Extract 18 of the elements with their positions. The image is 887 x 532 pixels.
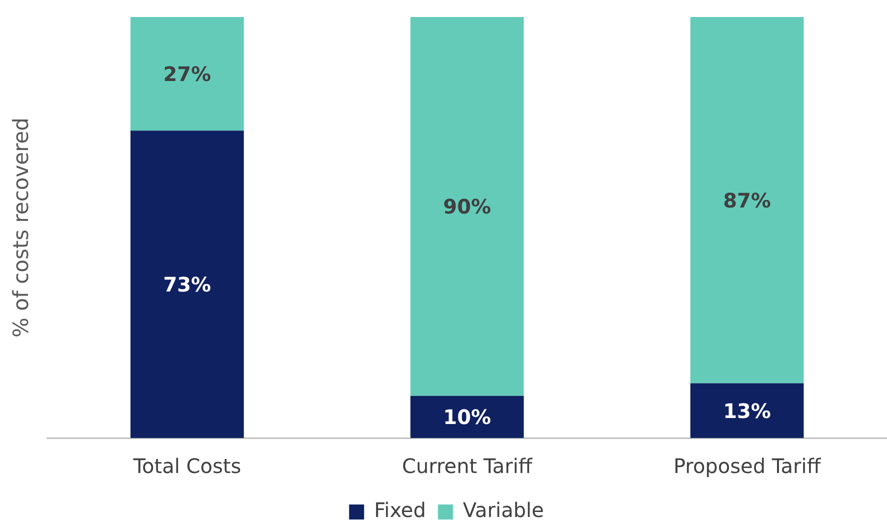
data-label: 90% xyxy=(443,194,492,219)
bar xyxy=(690,383,804,438)
legend-label: Variable xyxy=(462,498,544,522)
bar xyxy=(410,396,524,438)
data-label: 87% xyxy=(723,188,771,212)
data-label: 73% xyxy=(163,272,212,297)
data-label: 13% xyxy=(723,398,771,423)
legend-label: Fixed xyxy=(374,498,426,522)
y-axis-title: % of costs recovered xyxy=(9,118,34,338)
data-label: 27% xyxy=(163,62,212,86)
bar xyxy=(130,130,244,438)
bar xyxy=(690,17,804,384)
x-tick-label: Current Tariff xyxy=(402,454,534,478)
bar xyxy=(130,17,244,131)
x-tick-label: Proposed Tariff xyxy=(673,454,822,478)
data-label: 10% xyxy=(443,405,492,430)
x-tick-label: Total Costs xyxy=(132,454,242,478)
bar xyxy=(410,17,524,396)
